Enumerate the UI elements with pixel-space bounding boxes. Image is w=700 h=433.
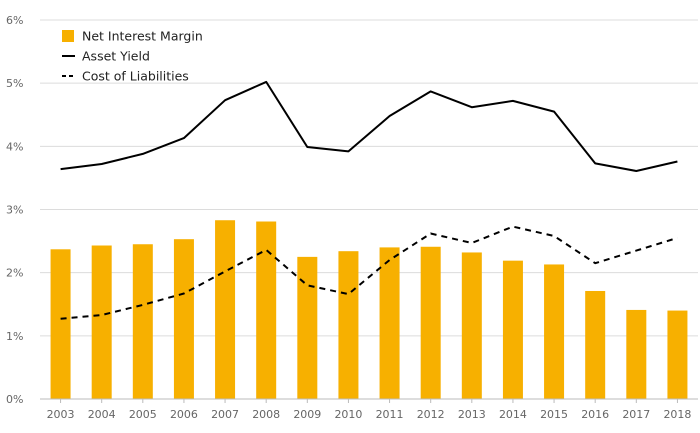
bar <box>502 260 523 399</box>
line-series <box>60 80 678 320</box>
bar <box>585 290 606 399</box>
bar <box>667 310 688 399</box>
y-tick-label: 2% <box>6 267 23 280</box>
bar <box>132 244 153 399</box>
x-tick-label: 2017 <box>622 408 650 421</box>
legend-label: Asset Yield <box>82 49 150 64</box>
y-tick-label: 5% <box>6 77 23 90</box>
bar <box>420 246 441 399</box>
x-tick-label: 2004 <box>88 408 116 421</box>
bar <box>544 264 565 399</box>
x-axis-ticks: 2003 2004 2005 2006 2007 2008 2009 2010 2011 2012… <box>47 399 691 421</box>
cost-of-liabilities-line <box>60 225 678 320</box>
x-tick-label: 2016 <box>581 408 609 421</box>
legend: Net Interest Margin Asset Yield Cost of Li… <box>62 29 203 84</box>
x-tick-label: 2007 <box>211 408 239 421</box>
bar <box>461 252 482 399</box>
x-tick-label: 2006 <box>170 408 198 421</box>
y-axis-ticks: 0% 1% 2% 3% 4% 5% 6% <box>6 14 23 406</box>
y-tick-label: 6% <box>6 14 23 27</box>
legend-label: Cost of Liabilities <box>82 69 189 84</box>
bar <box>256 221 277 399</box>
x-tick-label: 2012 <box>417 408 445 421</box>
bar <box>626 309 647 399</box>
bar <box>338 251 359 399</box>
x-tick-label: 2011 <box>376 408 404 421</box>
bar <box>215 220 236 399</box>
y-tick-label: 4% <box>6 140 23 153</box>
x-tick-label: 2005 <box>129 408 157 421</box>
y-tick-label: 0% <box>6 393 23 406</box>
bar <box>50 249 71 399</box>
x-tick-label: 2003 <box>47 408 75 421</box>
bar <box>297 256 318 399</box>
x-tick-label: 2018 <box>663 408 691 421</box>
asset-yield-line <box>60 80 678 172</box>
bar <box>379 247 400 399</box>
bar-series <box>50 220 688 399</box>
x-tick-label: 2014 <box>499 408 527 421</box>
legend-label: Net Interest Margin <box>82 29 203 44</box>
x-tick-label: 2015 <box>540 408 568 421</box>
x-tick-label: 2013 <box>458 408 486 421</box>
bar <box>91 245 112 399</box>
x-tick-label: 2010 <box>334 408 362 421</box>
x-tick-label: 2009 <box>293 408 321 421</box>
x-tick-label: 2008 <box>252 408 280 421</box>
y-tick-label: 1% <box>6 330 23 343</box>
bar <box>173 239 194 399</box>
y-tick-label: 3% <box>6 204 23 217</box>
legend-swatch <box>62 30 74 42</box>
